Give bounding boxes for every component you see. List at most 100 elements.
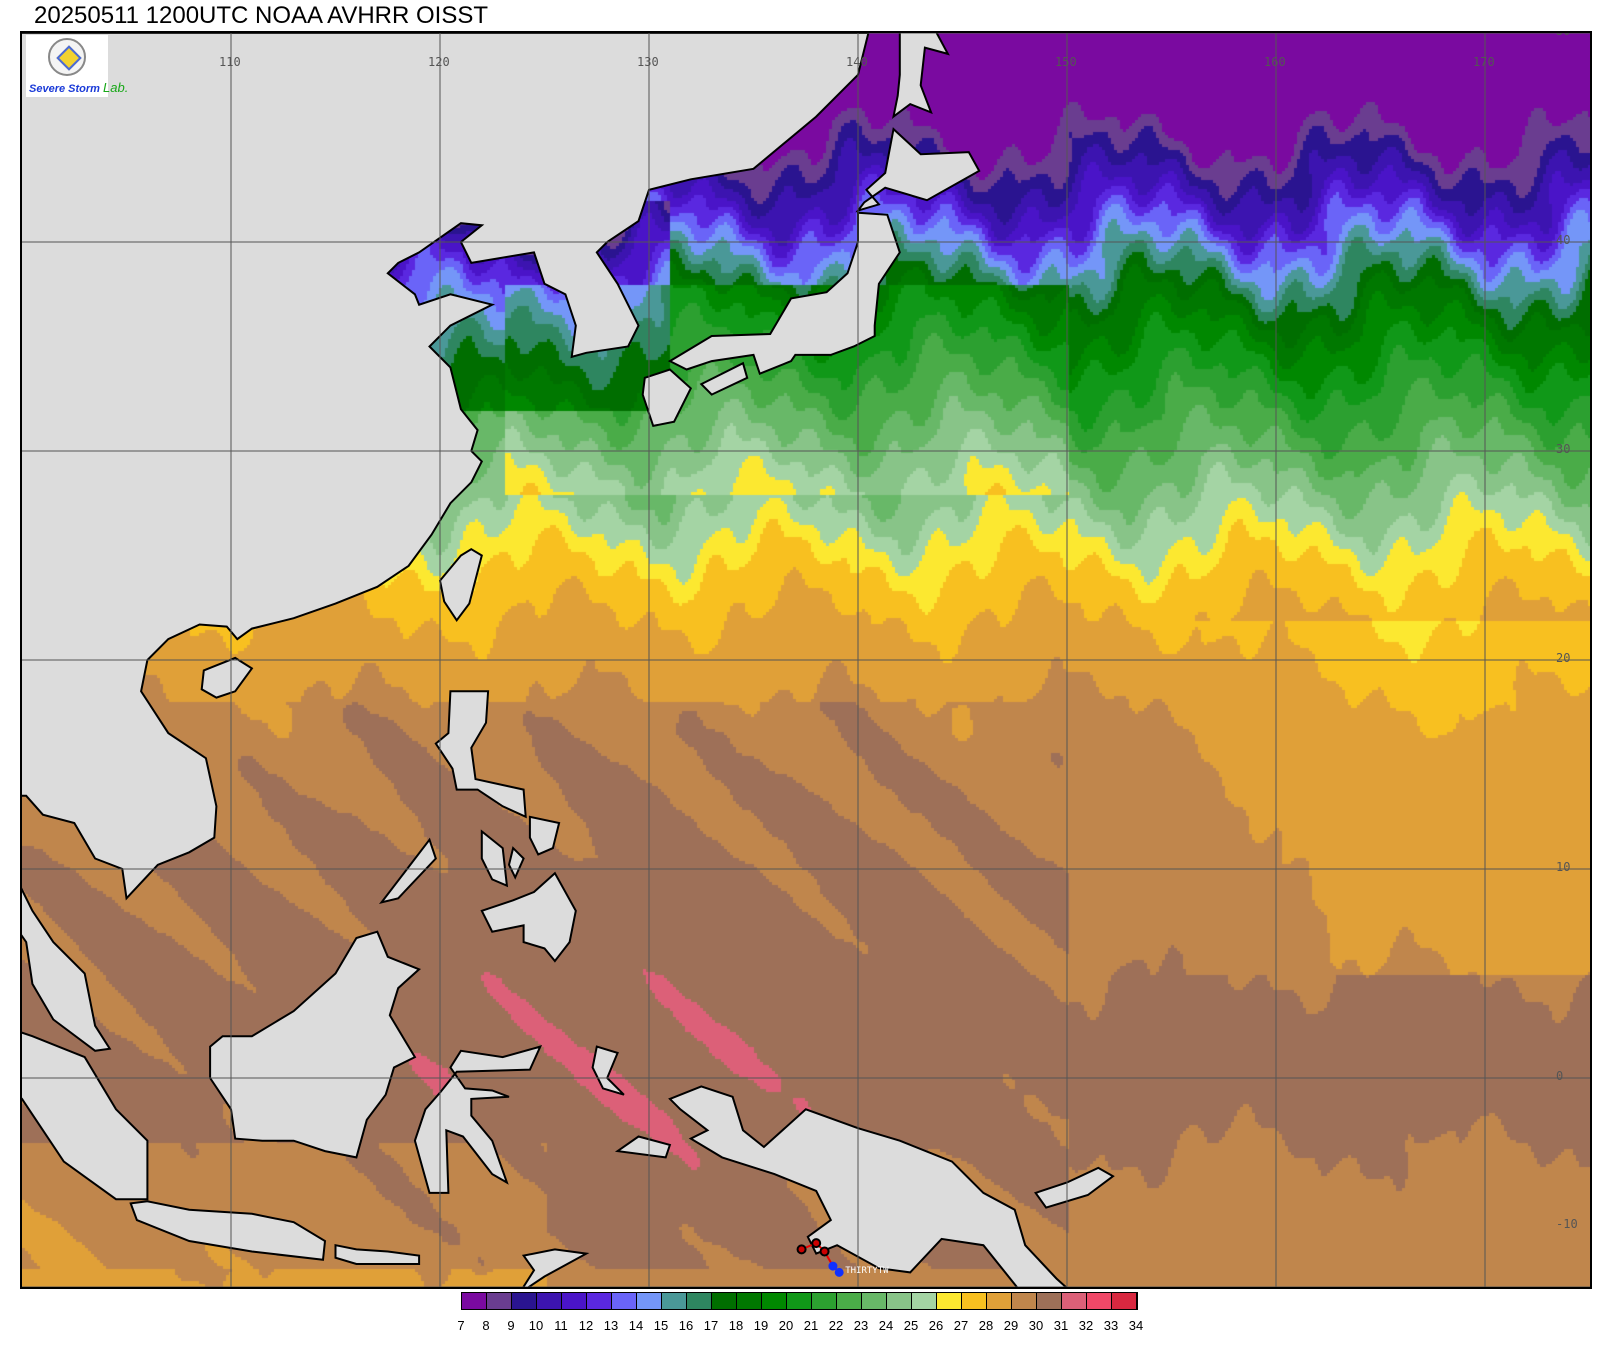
grid-lines <box>22 33 1590 1287</box>
colorbar-swatch <box>737 1293 762 1309</box>
colorbar-tick-label: 32 <box>1078 1318 1094 1333</box>
colorbar-tick-label: 28 <box>978 1318 994 1333</box>
colorbar-tick-label: 20 <box>778 1318 794 1333</box>
colorbar-tick-label: 31 <box>1053 1318 1069 1333</box>
colorbar-swatch <box>887 1293 912 1309</box>
colorbar-tick-label: 23 <box>853 1318 869 1333</box>
latitude-label: 20 <box>1556 651 1571 665</box>
logo-text: Severe Storm <box>29 83 100 95</box>
latitude-label: 40 <box>1556 233 1571 247</box>
landmass <box>528 815 561 856</box>
latitude-label: -10 <box>1556 1217 1578 1231</box>
colorbar-swatch <box>712 1293 737 1309</box>
colorbar-tick-label: 24 <box>878 1318 894 1333</box>
colorbar-tick-label: 30 <box>1028 1318 1044 1333</box>
map-title: 20250511 1200UTC NOAA AVHRR OISST <box>34 2 488 29</box>
colorbar-swatch <box>512 1293 537 1309</box>
colorbar-tick-label: 16 <box>678 1318 694 1333</box>
landmass <box>438 548 483 623</box>
colorbar-swatch <box>612 1293 637 1309</box>
colorbar-swatch <box>587 1293 612 1309</box>
longitude-label: 140 <box>846 55 868 69</box>
storm-position-marker <box>834 1267 844 1277</box>
landmass <box>507 846 525 880</box>
landmass <box>668 1085 1068 1287</box>
landmass <box>641 368 693 428</box>
colorbar-swatch <box>637 1293 662 1309</box>
colorbar <box>461 1292 1138 1310</box>
colorbar-tick-label: 12 <box>578 1318 594 1333</box>
colorbar-swatch <box>912 1293 937 1309</box>
storm-position-marker <box>828 1261 838 1271</box>
colorbar-tick-label: 11 <box>554 1318 568 1333</box>
land-masses <box>22 33 1115 1287</box>
sst-map: 110 120 130 140 150 160 170 50 40 30 20 10 0 -10 THIRT… <box>20 31 1592 1289</box>
landmass <box>22 887 112 1052</box>
colorbar-tick-label: 25 <box>903 1318 919 1333</box>
storm-position-marker <box>796 1244 807 1255</box>
latitude-label: 50 <box>1556 31 1571 38</box>
landmass <box>378 837 437 905</box>
storm-track <box>796 1238 844 1277</box>
colorbar-swatch <box>862 1293 887 1309</box>
landmass <box>521 1248 590 1287</box>
colorbar-tick-label: 7 <box>457 1318 465 1333</box>
colorbar-tick-label: 26 <box>928 1318 944 1333</box>
colorbar-swatch <box>562 1293 587 1309</box>
latitude-label: 10 <box>1556 860 1571 874</box>
colorbar-tick-label: 8 <box>482 1318 490 1333</box>
colorbar-tick-label: 13 <box>603 1318 619 1333</box>
landmass <box>200 656 254 699</box>
longitude-label: 160 <box>1264 55 1286 69</box>
colorbar-swatch <box>787 1293 812 1309</box>
seal-icon <box>48 38 86 76</box>
colorbar-tick-label: 19 <box>753 1318 769 1333</box>
colorbar-swatch <box>1062 1293 1087 1309</box>
latitude-label: 30 <box>1556 442 1571 456</box>
storm-position-marker <box>819 1246 830 1257</box>
landmass <box>129 1200 327 1261</box>
landmass <box>434 690 527 819</box>
colorbar-swatch <box>462 1293 487 1309</box>
longitude-label: 120 <box>428 55 450 69</box>
colorbar-tick-label: 17 <box>703 1318 719 1333</box>
colorbar-swatch <box>1012 1293 1037 1309</box>
longitude-label: 130 <box>637 55 659 69</box>
colorbar-tick-label: 15 <box>653 1318 669 1333</box>
landmass <box>591 1045 625 1096</box>
colorbar-swatch <box>687 1293 712 1309</box>
landmass <box>1033 1166 1115 1209</box>
colorbar-swatch <box>762 1293 787 1309</box>
landmass <box>699 361 749 396</box>
landmass <box>480 829 509 888</box>
colorbar-tick-label: 9 <box>507 1318 515 1333</box>
colorbar-tick-label: 27 <box>953 1318 969 1333</box>
landmass <box>855 127 981 213</box>
colorbar-swatch <box>1037 1293 1062 1309</box>
colorbar-tick-label: 22 <box>828 1318 844 1333</box>
longitude-label: 110 <box>219 55 241 69</box>
storm-name-label: THIRTYTW <box>845 1266 889 1277</box>
colorbar-tick-label: 10 <box>528 1318 544 1333</box>
colorbar-swatch <box>812 1293 837 1309</box>
landmass <box>892 33 950 119</box>
landmass <box>667 211 901 376</box>
colorbar-tick-label: 21 <box>803 1318 819 1333</box>
landmass <box>22 33 870 901</box>
colorbar-swatch <box>1112 1293 1137 1309</box>
colorbar-swatch <box>662 1293 687 1309</box>
longitude-label: 150 <box>1055 55 1077 69</box>
colorbar-swatch <box>962 1293 987 1309</box>
storm-position-marker <box>811 1238 822 1249</box>
lab-logo: Severe Storm Lab. <box>26 35 128 97</box>
landmass <box>22 1031 149 1201</box>
colorbar-tick-label: 29 <box>1003 1318 1019 1333</box>
colorbar-swatch <box>987 1293 1012 1309</box>
colorbar-tick-label: 14 <box>628 1318 644 1333</box>
longitude-label: 170 <box>1473 55 1495 69</box>
landmass <box>480 871 577 963</box>
logo-lab-text: Lab. <box>103 80 129 95</box>
colorbar-tick-label: 18 <box>728 1318 744 1333</box>
landmass <box>614 1135 672 1159</box>
landmass <box>334 1243 421 1265</box>
